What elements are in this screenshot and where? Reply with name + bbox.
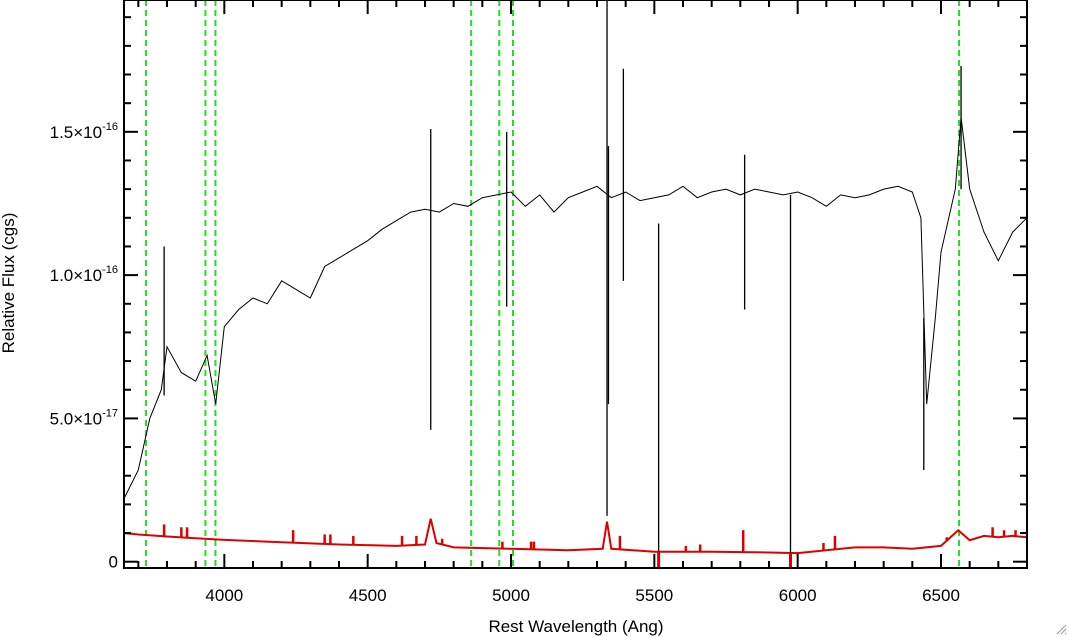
x-tick-label: 5000 [492,586,530,605]
y-tick-exponent: -17 [102,407,118,419]
x-tick-label: 4500 [349,586,387,605]
error-spectrum-line [124,518,1027,555]
y-tick-label: 5.0×10-17 [50,407,118,428]
tick-labels: 4000 4500 5000 5500 6000 6500 0 5.0×10-17 1.0×10… [50,121,960,605]
resize-grip-icon[interactable] [1055,623,1067,635]
x-tick-label: 6500 [922,586,960,605]
y-tick-mantissa: 1.5×10 [50,123,102,142]
flux-spectrum-line [124,117,1027,499]
x-axis-title: Rest Wavelength (Ang) [488,617,663,636]
y-axis-title: Relative Flux (cgs) [0,213,18,354]
x-tick-label: 6000 [779,586,817,605]
x-tick-label: 4000 [205,586,243,605]
emission-line-markers [145,0,961,568]
plot-border [123,0,1028,569]
y-tick-mantissa: 5.0×10 [50,409,102,428]
y-tick-label: 1.0×10-16 [50,264,118,285]
y-tick-exponent: -16 [102,121,118,133]
y-tick-label: 0 [109,553,118,572]
y-tick-mantissa: 0 [109,553,118,572]
y-tick-mantissa: 1.0×10 [50,266,102,285]
x-tick-label: 5500 [635,586,673,605]
y-tick-exponent: -16 [102,264,118,276]
spectrum-series [124,0,1027,568]
plot-frame [123,0,1028,569]
axis-ticks [124,0,1028,568]
y-tick-label: 1.5×10-16 [50,121,118,142]
